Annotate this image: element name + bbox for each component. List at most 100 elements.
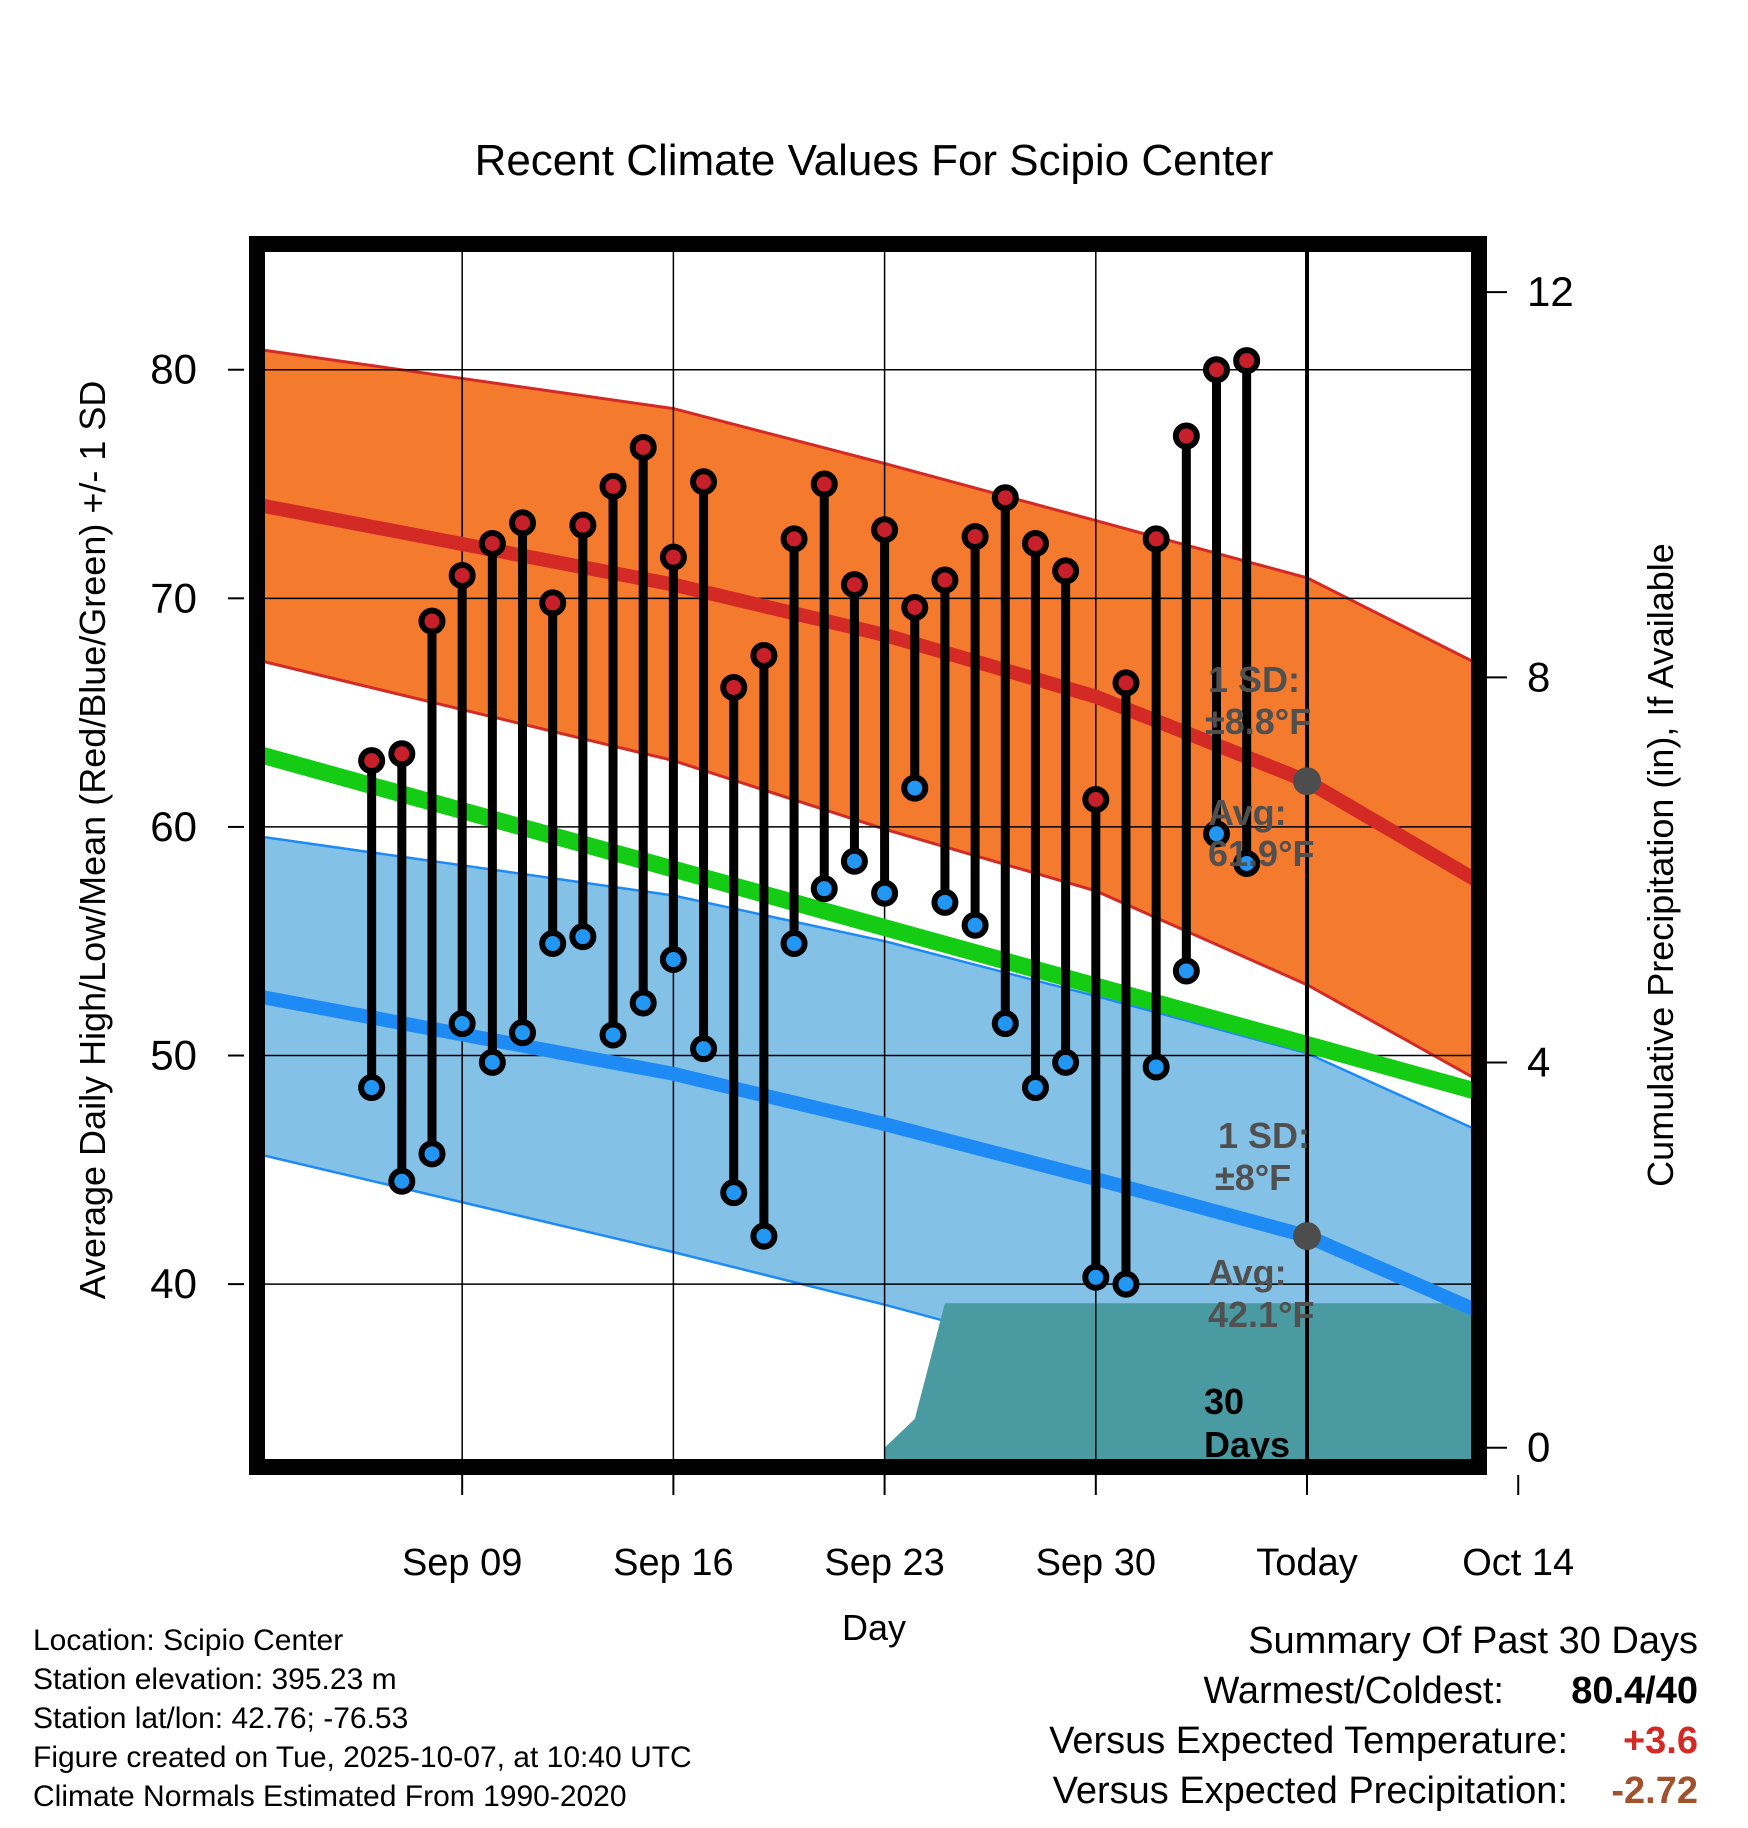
y2-tick-label: 8: [1527, 653, 1550, 700]
annotation-low-sd-value: ±8°F: [1215, 1157, 1291, 1198]
daily-high-marker: [599, 472, 627, 500]
summary-title: Summary Of Past 30 Days: [1248, 1620, 1698, 1662]
daily-high-marker: [810, 470, 838, 498]
annotation-high-sd-label: 1 SD:: [1208, 659, 1300, 700]
y-tick-label: 40: [150, 1260, 197, 1307]
y2-tick-label: 12: [1527, 268, 1574, 315]
summary-warmest-label: Warmest/Coldest:: [1203, 1670, 1504, 1712]
daily-low-marker: [569, 923, 597, 951]
daily-high-marker: [1202, 356, 1230, 384]
x-tick-label: Sep 30: [1036, 1542, 1156, 1584]
daily-low-marker: [1233, 850, 1261, 878]
y2-tick-label: 4: [1527, 1039, 1550, 1086]
y2-axis-label: Cumulative Precipitation (in), If Availa…: [1640, 543, 1681, 1187]
daily-low-marker: [931, 888, 959, 916]
daily-high-marker: [1082, 785, 1110, 813]
daily-low-marker: [599, 1021, 627, 1049]
daily-high-marker: [358, 747, 386, 775]
daily-low-marker: [388, 1167, 416, 1195]
y2-tick-label: 0: [1527, 1424, 1550, 1471]
x-tick-label: Sep 09: [402, 1542, 522, 1584]
x-tick-label: Oct 14: [1462, 1542, 1574, 1584]
daily-high-marker: [1142, 525, 1170, 553]
daily-high-marker: [569, 511, 597, 539]
daily-high-marker: [418, 607, 446, 635]
precip-area: [884, 1303, 1479, 1467]
today-high-avg-dot: [1293, 767, 1322, 796]
high-sd-band: [257, 349, 1479, 1081]
daily-high-marker: [1233, 347, 1261, 375]
daily-low-marker: [448, 1010, 476, 1038]
daily-low-marker: [358, 1074, 386, 1102]
daily-high-marker: [478, 529, 506, 557]
daily-low-marker: [690, 1035, 718, 1063]
daily-low-marker: [1202, 820, 1230, 848]
y-tick-label: 60: [150, 803, 197, 850]
daily-high-marker: [448, 561, 476, 589]
daily-high-marker: [509, 509, 537, 537]
daily-low-marker: [539, 930, 567, 958]
high-sd-upper-line: [257, 347, 1479, 666]
summary-precip-label: Versus Expected Precipitation:: [1052, 1770, 1568, 1812]
plot-content: [257, 0, 1479, 1467]
y-tick-label: 80: [150, 346, 197, 393]
x-tick-label: Sep 16: [613, 1542, 733, 1584]
daily-high-marker: [871, 516, 899, 544]
daily-high-marker: [539, 589, 567, 617]
daily-low-marker: [961, 911, 989, 939]
daily-low-marker: [1172, 957, 1200, 985]
daily-high-marker: [750, 641, 778, 669]
daily-low-marker: [1142, 1053, 1170, 1081]
summary-temp-label: Versus Expected Temperature:: [1049, 1720, 1568, 1762]
daily-low-marker: [991, 1010, 1019, 1038]
daily-low-marker: [659, 946, 687, 974]
daily-high-marker: [780, 525, 808, 553]
annotation-low-sd-label: 1 SD:: [1218, 1115, 1310, 1156]
daily-low-marker: [1266, 0, 1287, 11]
y-tick-label: 50: [150, 1032, 197, 1079]
daily-low-marker: [901, 774, 929, 802]
info-created: Figure created on Tue, 2025-10-07, at 10…: [33, 1741, 692, 1774]
today-low-avg-dot: [1293, 1222, 1322, 1251]
info-normals: Climate Normals Estimated From 1990-2020: [33, 1780, 627, 1813]
daily-high-marker: [1172, 422, 1200, 450]
daily-high-marker: [388, 740, 416, 768]
info-elevation: Station elevation: 395.23 m: [33, 1663, 397, 1696]
daily-low-marker: [1021, 1074, 1049, 1102]
plot-frame: [249, 236, 1487, 1475]
annotation-low-avg-label: Avg:: [1208, 1252, 1287, 1293]
annotation-high-sd-value: ±8.8°F: [1205, 701, 1311, 742]
normal-low-line: [257, 989, 1479, 1319]
daily-high-marker: [991, 484, 1019, 512]
daily-low-marker: [720, 1179, 748, 1207]
daily-low-marker: [1052, 1048, 1080, 1076]
daily-high-marker: [1112, 669, 1140, 697]
annotation-high-avg-value: 61.9°F: [1208, 833, 1314, 874]
daily-low-marker: [780, 930, 808, 958]
daily-low-marker: [478, 1048, 506, 1076]
summary-temp-value: +3.6: [1622, 1720, 1698, 1762]
x-axis-label: Day: [842, 1607, 906, 1648]
daily-high-marker: [629, 433, 657, 461]
daily-low-marker: [1112, 1270, 1140, 1298]
daily-high-marker: [1266, 0, 1287, 11]
y-axis-label: Average Daily High/Low/Mean (Red/Blue/Gr…: [72, 381, 113, 1300]
daily-low-marker: [509, 1019, 537, 1047]
x-tick-label: Sep 23: [824, 1542, 944, 1584]
normal-high-line: [257, 497, 1479, 888]
daily-high-marker: [901, 593, 929, 621]
daily-low-marker: [418, 1140, 446, 1168]
daily-low-marker: [629, 989, 657, 1017]
daily-low-marker: [1082, 1263, 1110, 1291]
daily-low-marker: [871, 879, 899, 907]
y-tick-label: 70: [150, 574, 197, 621]
info-latlon: Station lat/lon: 42.76; -76.53: [33, 1702, 409, 1735]
annotation-precip-days-number: 30: [1204, 1381, 1244, 1422]
high-sd-lower-line: [257, 658, 1479, 1083]
annotation-low-avg-value: 42.1°F: [1208, 1294, 1314, 1335]
daily-low-marker: [750, 1222, 778, 1250]
low-sd-upper-line: [257, 834, 1479, 1133]
daily-high-marker: [840, 571, 868, 599]
